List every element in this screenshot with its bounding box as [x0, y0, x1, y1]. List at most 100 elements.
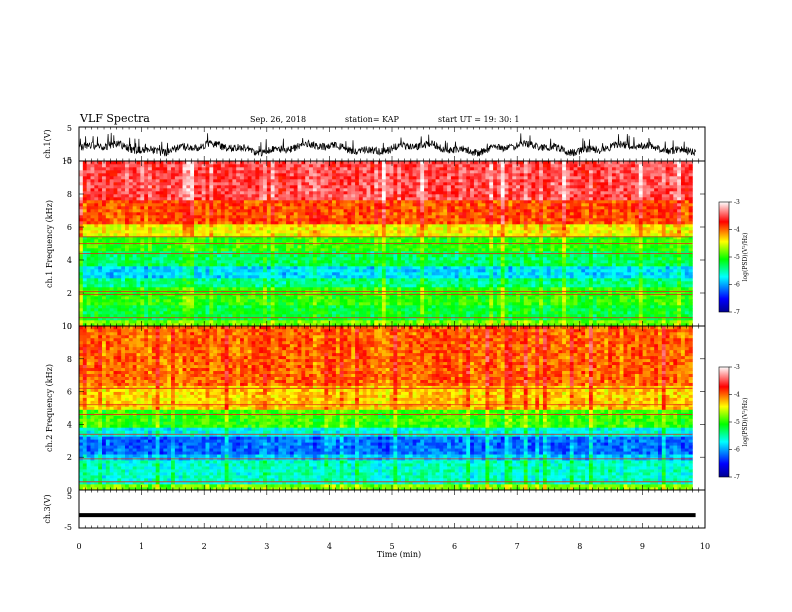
spectrogram-ch1-cell: [370, 317, 375, 321]
spectrogram-ch1-cell: [416, 323, 421, 327]
spectrogram-ch1-cell: [473, 299, 479, 303]
spectrogram-ch1-cell: [270, 320, 275, 324]
spectrogram-ch1-cell: [316, 251, 321, 255]
spectrogram-ch1-cell: [600, 299, 605, 303]
spectrogram-ch1-cell: [558, 236, 563, 240]
spectrogram-ch1-cell: [527, 296, 532, 300]
spectrogram-ch1-cell: [573, 263, 578, 267]
spectrogram-ch1-cell: [370, 248, 375, 252]
spectrogram-ch1-cell: [401, 317, 406, 321]
spectrogram-ch1-cell: [435, 299, 440, 303]
spectrogram-ch1-cell: [619, 266, 624, 270]
spectrogram-ch1-cell: [393, 305, 398, 309]
spectrogram-ch1-cell: [562, 254, 567, 258]
spectrogram-ch1-cell: [435, 305, 440, 309]
spectrogram-ch1-cell: [347, 299, 352, 303]
spectrogram-ch1-cell: [209, 287, 214, 291]
spectrogram-ch1-cell: [335, 260, 341, 264]
spectrogram-ch1-cell: [339, 269, 344, 273]
spectrogram-ch1-cell: [401, 296, 406, 300]
spectrogram-ch1-cell: [600, 275, 605, 279]
spectrogram-ch1-cell: [542, 260, 548, 264]
spectrogram-ch1-cell: [684, 257, 689, 261]
spectrogram-ch1-cell: [109, 296, 114, 300]
spectrogram-ch1-cell: [128, 284, 133, 288]
spectrogram-ch1-cell: [631, 269, 636, 273]
spectrogram-ch1-cell: [385, 278, 390, 282]
spectrogram-ch1-cell: [485, 287, 490, 291]
spectrogram-ch1-cell: [420, 278, 425, 282]
spectrogram-ch1-cell: [558, 323, 563, 327]
spectrogram-ch1-cell: [562, 251, 567, 255]
spectrogram-ch1-cell: [289, 281, 295, 285]
spectrogram-ch1-cell: [634, 281, 640, 285]
spectrogram-ch1-cell: [255, 308, 260, 312]
spectrogram-ch1-cell: [512, 263, 517, 267]
spectrogram-ch1-cell: [684, 320, 689, 324]
spectrogram-ch1-cell: [489, 251, 494, 255]
spectrogram-ch1-cell: [190, 254, 195, 258]
spectrogram-ch1-cell: [159, 251, 164, 255]
spectrogram-ch1-cell: [282, 314, 287, 318]
spectrogram-ch1-cell: [450, 311, 456, 315]
spectrogram-ch1-cell: [151, 320, 156, 324]
spectrogram-ch1-cell: [596, 296, 601, 300]
spectrogram-ch1-cell: [619, 299, 624, 303]
spectrogram-ch1-cell: [155, 281, 160, 285]
spectrogram-ch1-cell: [286, 305, 291, 309]
spectrogram-ch1-cell: [542, 284, 548, 288]
spectrogram-ch1-cell: [209, 323, 214, 327]
spectrogram-ch1-cell: [270, 278, 275, 282]
spectrogram-ch1-cell: [688, 284, 693, 288]
spectrogram-ch1-cell: [351, 311, 356, 315]
spectrogram-ch1-cell: [627, 299, 632, 303]
spectrogram-ch1-cell: [309, 323, 314, 327]
spectrogram-ch1-cell: [431, 251, 436, 255]
spectrogram-ch1-cell: [665, 254, 670, 258]
spectrogram-ch1-cell: [105, 299, 110, 303]
spectrogram-ch1-cell: [312, 251, 318, 255]
spectrogram-ch1-cell: [255, 302, 260, 306]
spectrogram-ch1-cell: [136, 299, 141, 303]
spectrogram-ch1-cell: [178, 236, 183, 240]
spectrogram-ch1-cell: [542, 275, 548, 279]
spectrogram-ch1-cell: [240, 320, 245, 324]
spectrogram-ch1-cell: [155, 296, 160, 300]
spectrogram-ch1-cell: [657, 275, 663, 279]
spectrogram-ch1-cell: [408, 260, 413, 264]
spectrogram-ch1-cell: [240, 260, 245, 264]
spectrogram-ch1-cell: [374, 302, 379, 306]
spectrogram-ch1-cell: [669, 239, 674, 243]
spectrogram-ch1-cell: [569, 245, 574, 249]
spectrogram-ch1-cell: [496, 284, 502, 288]
spectrogram-ch1-cell: [462, 281, 467, 285]
spectrogram-ch1-cell: [427, 248, 433, 252]
spectrogram-ch1-cell: [155, 269, 160, 273]
spectrogram-ch1-cell: [447, 308, 452, 312]
spectrogram-ch1-cell: [259, 257, 264, 261]
spectrogram-ch1-cell: [615, 320, 620, 324]
spectrogram-ch1-cell: [305, 299, 310, 303]
spectrogram-ch1-cell: [224, 317, 229, 321]
spectrogram-ch1-cell: [201, 269, 206, 273]
spectrogram-ch1-cell: [151, 278, 156, 282]
spectrogram-ch1-cell: [665, 284, 670, 288]
spectrogram-ch1-cell: [301, 287, 306, 291]
spectrogram-ch1-cell: [109, 266, 114, 270]
spectrogram-ch1-cell: [546, 308, 551, 312]
spectrogram-ch1-cell: [588, 260, 594, 264]
spectrogram-ch1-cell: [324, 260, 329, 264]
spectrogram-ch1-cell: [424, 320, 429, 324]
spectrogram-ch1-cell: [420, 251, 425, 255]
spectrogram-ch1-cell: [470, 254, 475, 258]
spectrogram-ch1-cell: [79, 257, 84, 261]
spectrogram-ch1-cell: [309, 299, 314, 303]
spectrogram-ch1-cell: [293, 245, 298, 249]
spectrogram-ch1-cell: [558, 266, 563, 270]
spectrogram-ch1-cell: [347, 323, 352, 327]
spectrogram-ch1-cell: [542, 266, 548, 270]
spectrogram-ch1-cell: [581, 287, 586, 291]
spectrogram-ch1-cell: [163, 311, 168, 315]
spectrogram-ch1-cell: [435, 278, 440, 282]
spectrogram-ch1-cell: [535, 269, 540, 273]
